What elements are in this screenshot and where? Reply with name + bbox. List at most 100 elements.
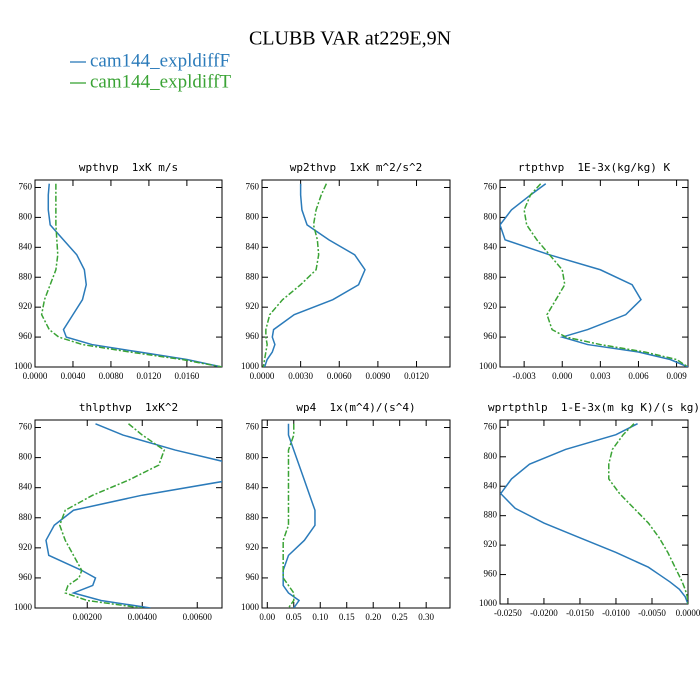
x-tick-label: 0.006 [628, 371, 649, 381]
x-tick-label: 0.20 [365, 612, 381, 622]
x-tick-label: 0.05 [286, 612, 302, 622]
y-tick-label: 840 [246, 241, 260, 251]
series-line [58, 423, 166, 608]
x-tick-label: 0.0000 [23, 371, 48, 381]
x-tick-label: 0.0090 [366, 371, 391, 381]
y-tick-label: 840 [484, 241, 498, 251]
plot-frame [261, 419, 451, 609]
y-tick-label: 1000 [479, 598, 498, 608]
x-tick-label: 0.0000 [676, 608, 700, 618]
y-tick-label: 760 [484, 182, 498, 192]
y-tick-label: 880 [246, 512, 260, 522]
y-tick-label: 960 [484, 331, 498, 341]
x-tick-label: 0.0080 [99, 371, 124, 381]
x-tick-label: -0.0250 [494, 608, 522, 618]
y-tick-label: 800 [19, 211, 33, 221]
figure-title: CLUBB VAR at229E,9N [249, 28, 451, 50]
y-tick-label: 800 [246, 452, 260, 462]
series-line [263, 183, 366, 367]
y-tick-label: 960 [19, 572, 33, 582]
y-tick-label: 800 [484, 211, 498, 221]
series-line [40, 183, 222, 367]
panel-title: thlpthvp 1xK^2 [79, 401, 178, 414]
x-tick-label: 0.0120 [137, 371, 162, 381]
y-tick-label: 920 [246, 542, 260, 552]
x-tick-label: 0.10 [312, 612, 328, 622]
series-line [608, 423, 688, 604]
legend-label: cam144_expldiffT [90, 71, 231, 92]
y-tick-label: 880 [19, 512, 33, 522]
y-tick-label: 960 [246, 331, 260, 341]
panel-title: wp2thvp 1xK m^2/s^2 [290, 161, 422, 174]
y-tick-label: 840 [484, 480, 498, 490]
y-tick-label: 1000 [241, 602, 260, 612]
y-tick-label: 880 [484, 510, 498, 520]
series-line [282, 423, 316, 608]
series-line [282, 423, 295, 608]
y-tick-label: 960 [484, 569, 498, 579]
x-tick-label: 0.0030 [288, 371, 313, 381]
x-tick-label: -0.0150 [566, 608, 594, 618]
y-tick-label: 760 [246, 182, 260, 192]
panel-title: wprtpthlp 1-E-3x(m kg K)/(s kg) [488, 401, 700, 414]
y-tick-label: 1000 [241, 361, 260, 371]
x-tick-label: 0.0120 [404, 371, 429, 381]
y-tick-label: 920 [484, 539, 498, 549]
x-tick-label: 0.0060 [327, 371, 352, 381]
y-tick-label: 760 [19, 422, 33, 432]
x-tick-label: -0.0050 [638, 608, 666, 618]
series-line [500, 423, 688, 604]
series-line [47, 183, 222, 367]
series-line [523, 183, 688, 367]
x-tick-label: -0.003 [513, 371, 537, 381]
x-tick-label: 0.0160 [175, 371, 200, 381]
plot-frame [34, 419, 223, 609]
panel-title: wpthvp 1xK m/s [79, 161, 178, 174]
y-tick-label: 1000 [479, 361, 498, 371]
x-tick-label: 0.000 [552, 371, 573, 381]
x-tick-label: -0.0200 [530, 608, 558, 618]
x-tick-label: 0.0040 [61, 371, 86, 381]
panel-title: rtpthvp 1E-3x(kg/kg) K [518, 161, 671, 174]
y-tick-label: 960 [246, 572, 260, 582]
x-tick-label: 0.25 [392, 612, 408, 622]
y-tick-label: 800 [484, 451, 498, 461]
x-tick-label: 0.00200 [73, 612, 103, 622]
x-tick-label: 0.00 [259, 612, 275, 622]
y-tick-label: 880 [19, 271, 33, 281]
series-line [45, 423, 222, 608]
plot-frame [499, 179, 689, 368]
x-tick-label: 0.0000 [250, 371, 275, 381]
plot-frame [34, 179, 223, 368]
plot-frame [261, 179, 451, 368]
x-tick-label: 0.15 [339, 612, 355, 622]
plot-frame [499, 419, 689, 605]
y-tick-label: 1000 [14, 602, 33, 612]
x-tick-label: 0.30 [418, 612, 434, 622]
y-tick-label: 960 [19, 331, 33, 341]
y-tick-label: 880 [484, 271, 498, 281]
y-tick-label: 840 [19, 482, 33, 492]
x-tick-label: -0.0100 [602, 608, 630, 618]
y-tick-label: 760 [484, 421, 498, 431]
y-tick-label: 920 [19, 542, 33, 552]
y-tick-label: 840 [246, 482, 260, 492]
x-tick-label: 0.00600 [183, 612, 213, 622]
y-tick-label: 840 [19, 241, 33, 251]
y-tick-label: 920 [19, 301, 33, 311]
series-line [262, 183, 328, 367]
y-tick-label: 800 [246, 211, 260, 221]
x-tick-label: 0.00400 [128, 612, 158, 622]
y-tick-label: 920 [484, 301, 498, 311]
legend-label: cam144_expldiffF [90, 50, 230, 71]
series-line [500, 183, 688, 367]
y-tick-label: 760 [246, 422, 260, 432]
y-tick-label: 800 [19, 452, 33, 462]
y-tick-label: 920 [246, 301, 260, 311]
y-tick-label: 760 [19, 182, 33, 192]
x-tick-label: 0.009 [666, 371, 687, 381]
panel-title: wp4 1x(m^4)/(s^4) [296, 401, 415, 414]
x-tick-label: 0.003 [590, 371, 611, 381]
y-tick-label: 1000 [14, 361, 33, 371]
